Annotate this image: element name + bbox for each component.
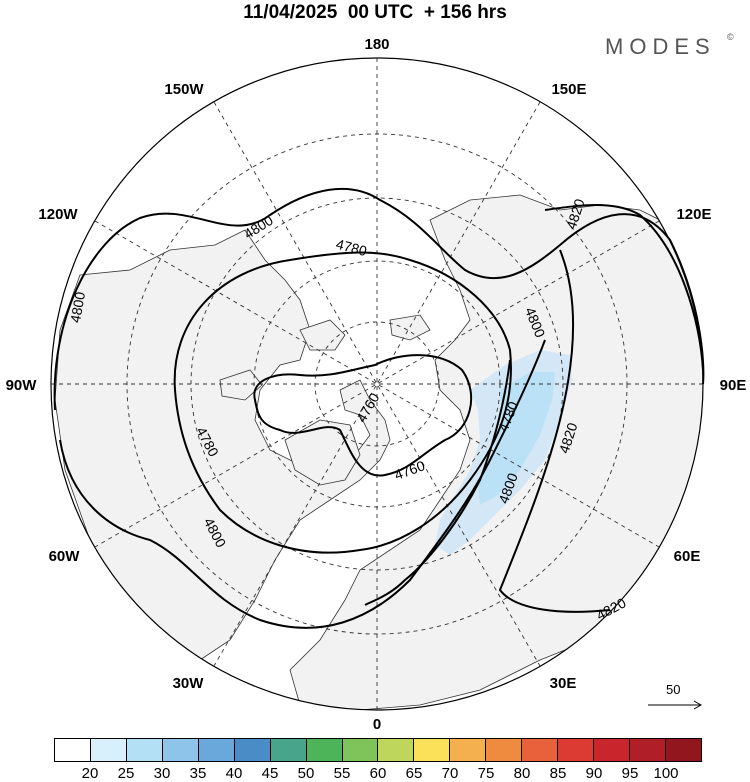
lon-label-150e: 150E: [551, 81, 586, 98]
contour-label: 4760: [392, 457, 427, 483]
lon-label-150w: 150W: [164, 81, 204, 98]
lon-label-0: 0: [373, 716, 381, 733]
colorbar-label: 70: [441, 765, 459, 782]
colorbar-label: 40: [225, 765, 243, 782]
colorbar-label: 85: [549, 765, 567, 782]
colorbar-label: 50: [297, 765, 315, 782]
colorbar-swatch: [665, 739, 701, 761]
brand-logo: MODES: [605, 34, 716, 59]
colorbar-swatch: [306, 739, 343, 761]
colorbar-swatch: [234, 739, 271, 761]
colorbar-label: 45: [261, 765, 279, 782]
colorbar-label: 20: [81, 765, 99, 782]
lon-label-180: 180: [364, 36, 389, 53]
colorbar-swatch: [90, 739, 127, 761]
colorbar-label: 80: [513, 765, 531, 782]
colorbar-label: 75: [477, 765, 495, 782]
colorbar-swatch: [558, 739, 595, 761]
colorbar-swatch: [198, 739, 235, 761]
lon-label-90w: 90W: [6, 377, 38, 394]
colorbar-swatch: [486, 739, 523, 761]
contour-label: 4780: [334, 236, 368, 260]
colorbar-label: 95: [621, 765, 639, 782]
colorbar-swatch: [162, 739, 199, 761]
lon-label-60e: 60E: [674, 548, 701, 565]
lon-label-60w: 60W: [49, 548, 81, 565]
lon-label-120w: 120W: [38, 206, 78, 223]
colorbar-swatch: [414, 739, 451, 761]
land-greenland: [284, 419, 361, 486]
lon-label-30w: 30W: [173, 675, 205, 692]
copyright-mark: ©: [727, 32, 734, 42]
reference-vector-arrow: [648, 700, 703, 710]
colorbar-swatch: [522, 739, 559, 761]
colorbar-swatch: [55, 739, 91, 761]
height-contours: [53, 187, 705, 629]
lon-label-30e: 30E: [550, 675, 577, 692]
colorbar-swatch: [594, 739, 630, 761]
colorbar-swatch: [450, 739, 487, 761]
map-title: 11/04/2025 00 UTC + 156 hrs: [243, 2, 507, 23]
lon-label-90e: 90E: [720, 377, 747, 394]
contour-label: 4800: [67, 290, 88, 324]
reference-vector-label: 50: [666, 682, 681, 697]
colorbar-swatch: [630, 739, 666, 761]
colorbar-label: 100: [653, 765, 679, 782]
colorbar-label: 30: [153, 765, 171, 782]
colorbar-swatch: [126, 739, 163, 761]
colorbar-label: 55: [333, 765, 351, 782]
colorbar-labels: 20 25 30 35 40 45 50 55 60 65 70 75 80 85 90 95 100: [54, 765, 702, 782]
lon-label-120e: 120E: [676, 206, 711, 223]
colorbar-label: 60: [369, 765, 387, 782]
colorbar: [54, 738, 702, 762]
colorbar-label: 35: [189, 765, 207, 782]
colorbar-swatch: [270, 739, 307, 761]
colorbar-label: 90: [585, 765, 603, 782]
colorbar-swatch: [342, 739, 379, 761]
colorbar-label: 65: [405, 765, 423, 782]
jet-core-shading: [478, 372, 555, 505]
colorbar-label: 25: [117, 765, 135, 782]
longitude-labels: 180 150W 150E 120W 120E 90W 90E 60W 60E …: [6, 36, 747, 733]
colorbar-swatch: [378, 739, 415, 761]
contour-label: 4800: [241, 212, 276, 242]
